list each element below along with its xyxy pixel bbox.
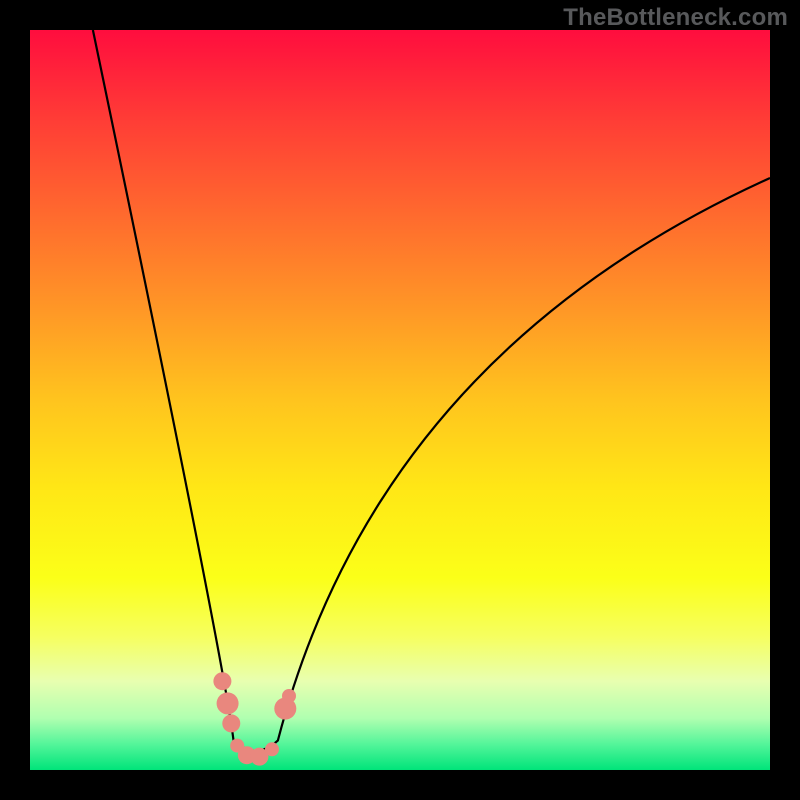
watermark-text: TheBottleneck.com (563, 4, 788, 32)
gradient-background (30, 30, 770, 770)
marker-right-1 (282, 689, 296, 703)
bottleneck-curve-chart (30, 30, 770, 770)
chart-frame: TheBottleneck.com (0, 0, 800, 800)
marker-valley-3 (265, 742, 279, 756)
marker-left-2 (222, 714, 240, 732)
plot-area (30, 30, 770, 770)
marker-left-1 (217, 692, 239, 714)
marker-left-0 (213, 672, 231, 690)
